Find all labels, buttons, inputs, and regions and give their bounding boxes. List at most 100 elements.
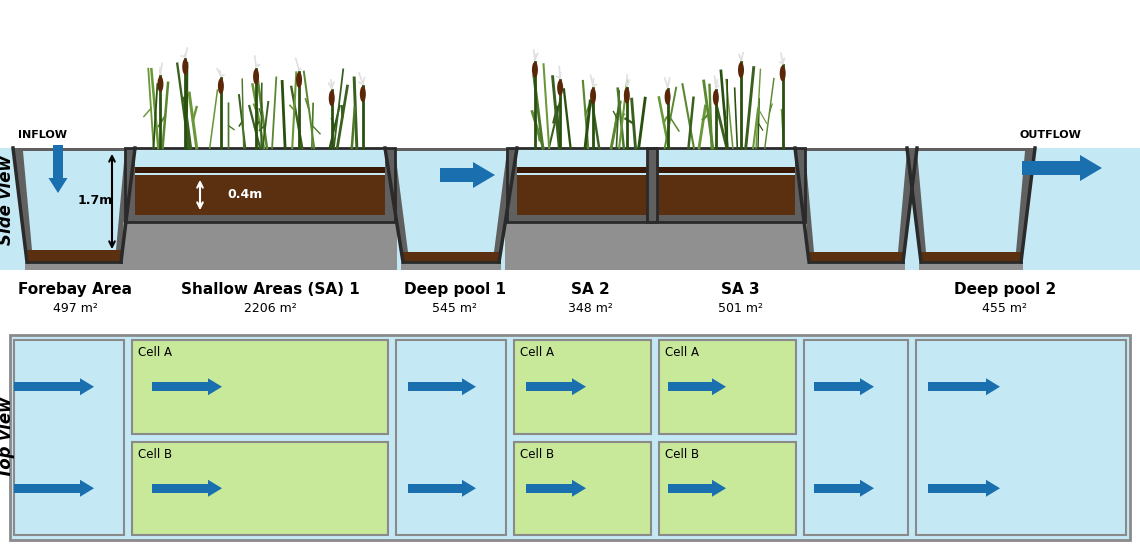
Bar (514, 340, 651, 434)
Bar (135, 175, 385, 215)
Polygon shape (207, 480, 222, 497)
Ellipse shape (624, 88, 629, 103)
Bar (408, 484, 462, 493)
Polygon shape (572, 378, 586, 395)
Ellipse shape (532, 62, 538, 78)
Bar (648, 148, 805, 222)
Bar (807, 262, 905, 270)
Polygon shape (473, 162, 495, 188)
Text: SA 3: SA 3 (720, 282, 759, 297)
Text: 2206 m²: 2206 m² (244, 302, 296, 315)
Polygon shape (385, 148, 518, 262)
Bar (125, 148, 394, 222)
Bar (135, 167, 385, 173)
Bar (507, 148, 657, 222)
Text: 501 m²: 501 m² (717, 302, 763, 315)
Polygon shape (795, 148, 917, 262)
Polygon shape (809, 252, 903, 262)
Bar (657, 148, 795, 175)
Polygon shape (860, 378, 874, 395)
Bar (396, 340, 506, 535)
Text: Cell B: Cell B (138, 447, 172, 461)
Polygon shape (80, 378, 93, 395)
Bar (668, 382, 712, 391)
Bar (152, 382, 207, 391)
Ellipse shape (157, 76, 163, 92)
Text: Forebay Area: Forebay Area (18, 282, 132, 297)
Text: Cell B: Cell B (520, 447, 554, 461)
Polygon shape (712, 480, 726, 497)
Bar (408, 382, 462, 391)
Ellipse shape (328, 90, 335, 106)
Polygon shape (27, 250, 121, 262)
Text: 497 m²: 497 m² (52, 302, 97, 315)
Polygon shape (404, 252, 499, 262)
Bar (526, 382, 572, 391)
Text: 455 m²: 455 m² (983, 302, 1027, 315)
Polygon shape (712, 378, 726, 395)
Bar (125, 148, 394, 222)
Bar (0, 148, 1140, 270)
Text: Cell A: Cell A (138, 346, 172, 359)
Polygon shape (80, 480, 93, 497)
Bar (152, 484, 207, 493)
Text: Shallow Areas (SA) 1: Shallow Areas (SA) 1 (180, 282, 359, 297)
Bar (928, 484, 986, 493)
Polygon shape (907, 148, 1035, 262)
Text: SA 2: SA 2 (571, 282, 610, 297)
Bar (401, 262, 500, 270)
Polygon shape (805, 151, 907, 252)
Polygon shape (462, 378, 477, 395)
Text: Cell B: Cell B (665, 447, 699, 461)
Bar (505, 222, 659, 270)
Bar (814, 484, 860, 493)
Bar (132, 340, 388, 434)
Text: Cell A: Cell A (665, 346, 699, 359)
Bar (657, 175, 795, 215)
Polygon shape (921, 252, 1021, 262)
Bar (645, 222, 807, 270)
Ellipse shape (591, 88, 596, 104)
Bar (52, 145, 63, 178)
Text: 545 m²: 545 m² (432, 302, 478, 315)
Polygon shape (986, 480, 1000, 497)
Ellipse shape (296, 72, 302, 88)
Text: Deep pool 2: Deep pool 2 (954, 282, 1056, 297)
Ellipse shape (253, 68, 259, 85)
Bar (804, 340, 907, 535)
Ellipse shape (780, 66, 785, 82)
Bar (518, 167, 648, 173)
Bar (135, 148, 385, 175)
Bar (657, 167, 795, 173)
Bar (659, 340, 796, 434)
Polygon shape (1080, 155, 1102, 181)
Bar (14, 382, 80, 391)
Polygon shape (986, 378, 1000, 395)
Text: Deep pool 1: Deep pool 1 (404, 282, 506, 297)
Ellipse shape (712, 90, 719, 106)
Bar (132, 441, 388, 535)
Ellipse shape (360, 86, 366, 102)
Bar (25, 262, 123, 270)
Bar (1021, 161, 1080, 175)
Bar (648, 148, 805, 222)
Polygon shape (207, 378, 222, 395)
Bar (919, 262, 1023, 270)
Bar (507, 148, 657, 222)
Text: Cell A: Cell A (520, 346, 554, 359)
Polygon shape (462, 480, 477, 497)
Text: OUTFLOW: OUTFLOW (1020, 130, 1082, 140)
Ellipse shape (218, 78, 223, 94)
Text: INFLOW: INFLOW (18, 130, 67, 140)
Bar (928, 382, 986, 391)
Ellipse shape (182, 59, 188, 75)
Bar (814, 382, 860, 391)
Bar (123, 222, 397, 270)
Text: Top view: Top view (0, 397, 15, 478)
Ellipse shape (557, 80, 563, 96)
Bar (668, 484, 712, 493)
Bar (14, 340, 124, 535)
Polygon shape (23, 151, 125, 250)
Bar (440, 168, 473, 182)
Bar (659, 441, 796, 535)
